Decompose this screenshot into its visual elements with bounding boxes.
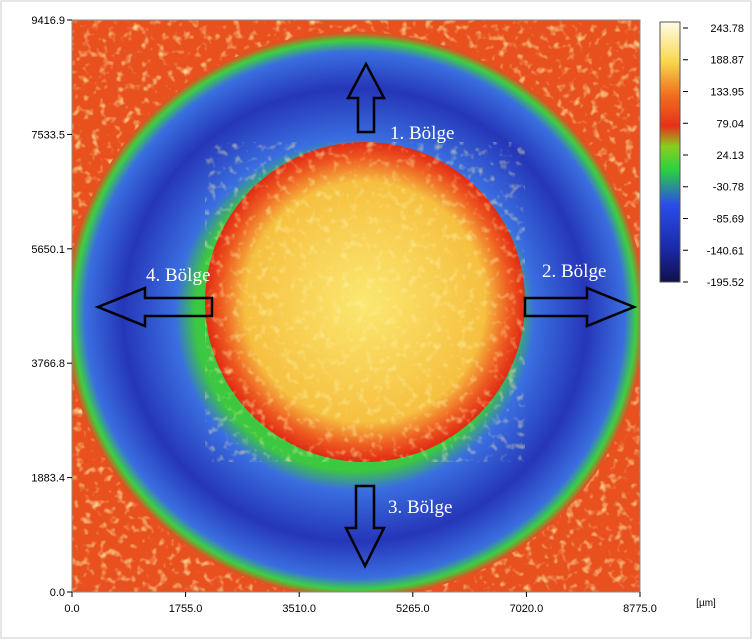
- y-tick-label: 3766.8: [31, 358, 65, 370]
- colorbar-tick-label: 24.13: [716, 150, 744, 162]
- x-tick-label: 5265.0: [396, 603, 430, 615]
- y-tick-label: 5650.1: [31, 244, 65, 256]
- x-unit: [µm]: [696, 598, 716, 609]
- plot-border: [71, 19, 641, 593]
- y-tick-label: 9416.9: [31, 15, 65, 27]
- annotation: 2. Bölge: [542, 261, 606, 282]
- annotation: 3. Bölge: [388, 497, 452, 518]
- colorbar-tick-label: -140.61: [707, 245, 744, 257]
- x-tick-label: 7020.0: [510, 603, 544, 615]
- x-tick-label: 0.0: [64, 603, 79, 615]
- heatmap-image: [72, 20, 640, 592]
- colorbar-tick-label: -30.78: [713, 182, 744, 194]
- colorbar-tick-label: 188.87: [710, 55, 744, 67]
- y-tick-label: 0.0: [50, 587, 65, 599]
- y-tick-label: 7533.5: [31, 129, 65, 141]
- y-tick-label: 1883.4: [31, 473, 65, 485]
- colorbar-tick-label: 133.95: [710, 87, 744, 99]
- colorbar-tick-label: 243.78: [710, 23, 744, 35]
- colorbar: [659, 21, 681, 283]
- colorbar-tick-label: -195.52: [707, 277, 744, 289]
- annotation: 1. Bölge: [390, 123, 454, 144]
- x-tick-label: 3510.0: [282, 603, 316, 615]
- annotation: 4. Bölge: [146, 265, 210, 286]
- colorbar-tick-label: 79.04: [716, 118, 744, 130]
- x-tick-label: 1755.0: [169, 603, 203, 615]
- colorbar-tick-label: -85.69: [713, 213, 744, 225]
- arrows: [94, 61, 638, 569]
- x-tick-label: 8775.0: [623, 603, 657, 615]
